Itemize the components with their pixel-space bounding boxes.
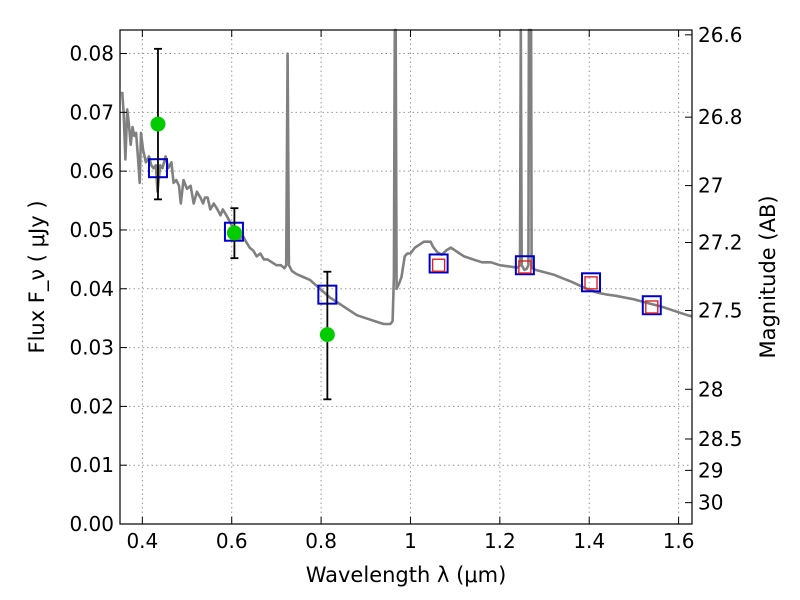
observed-upper-point: [431, 258, 446, 272]
x-tick-label: 0.4: [126, 529, 158, 553]
right-tick-label: 27: [698, 174, 723, 198]
y-axis-label-left: Flux F_ν ( μJy ): [25, 200, 50, 353]
y-tick-label: 0.05: [69, 218, 114, 242]
model-photometry-point: [641, 295, 662, 316]
model-photometry-point: [581, 272, 602, 293]
x-tick-label: 0.6: [216, 529, 248, 553]
observed-upper-point: [645, 300, 659, 314]
x-tick-label: 0.8: [305, 529, 337, 553]
x-tick-label: 1.6: [663, 529, 695, 553]
right-tick-label: 28.5: [698, 427, 743, 451]
y-tick-label: 0.02: [69, 394, 114, 418]
plot-frame: [119, 29, 693, 525]
right-tick-label: 26.8: [698, 105, 743, 129]
spectrum-line: [120, 28, 693, 326]
y-tick-label: 0.08: [69, 42, 114, 66]
x-tick-label: 1.2: [484, 529, 516, 553]
y-axis-label-right: Magnitude (AB): [756, 195, 780, 358]
y-tick-label: 0.01: [69, 453, 114, 477]
observed-point: [319, 327, 335, 343]
x-axis-label: Wavelength λ (μm): [306, 563, 507, 587]
right-tick-label: 27.2: [698, 231, 743, 255]
y-tick-label: 0.06: [69, 159, 114, 183]
right-tick-label: 29: [698, 458, 723, 482]
observed-upper-point: [584, 276, 598, 290]
y-tick-label: 0.00: [69, 512, 114, 536]
right-tick-label: 28: [698, 377, 723, 401]
observed-upper-point: [518, 260, 532, 274]
right-tick-label: 27.5: [698, 298, 743, 322]
observed-point: [150, 116, 166, 132]
y-tick-label: 0.04: [69, 277, 114, 301]
x-tick-label: 1.4: [573, 529, 605, 553]
y-tick-label: 0.03: [69, 336, 114, 360]
x-tick-label: 1: [404, 529, 417, 553]
grid-layer: [120, 30, 692, 525]
marker-layer: [147, 47, 662, 401]
spectrum-layer: [120, 28, 693, 326]
y-tick-label: 0.07: [69, 100, 114, 124]
model-photometry-point: [514, 255, 535, 276]
right-tick-label: 26.6: [698, 23, 743, 47]
observed-point: [226, 225, 242, 241]
right-tick-label: 30: [698, 491, 723, 515]
model-photometry-point: [428, 253, 449, 274]
tick-layer: 0.4 0.6 0.8 1 1.2 1.4 1.6 0.00 0.01 0.02 0.03 0.04 0…: [69, 23, 742, 553]
